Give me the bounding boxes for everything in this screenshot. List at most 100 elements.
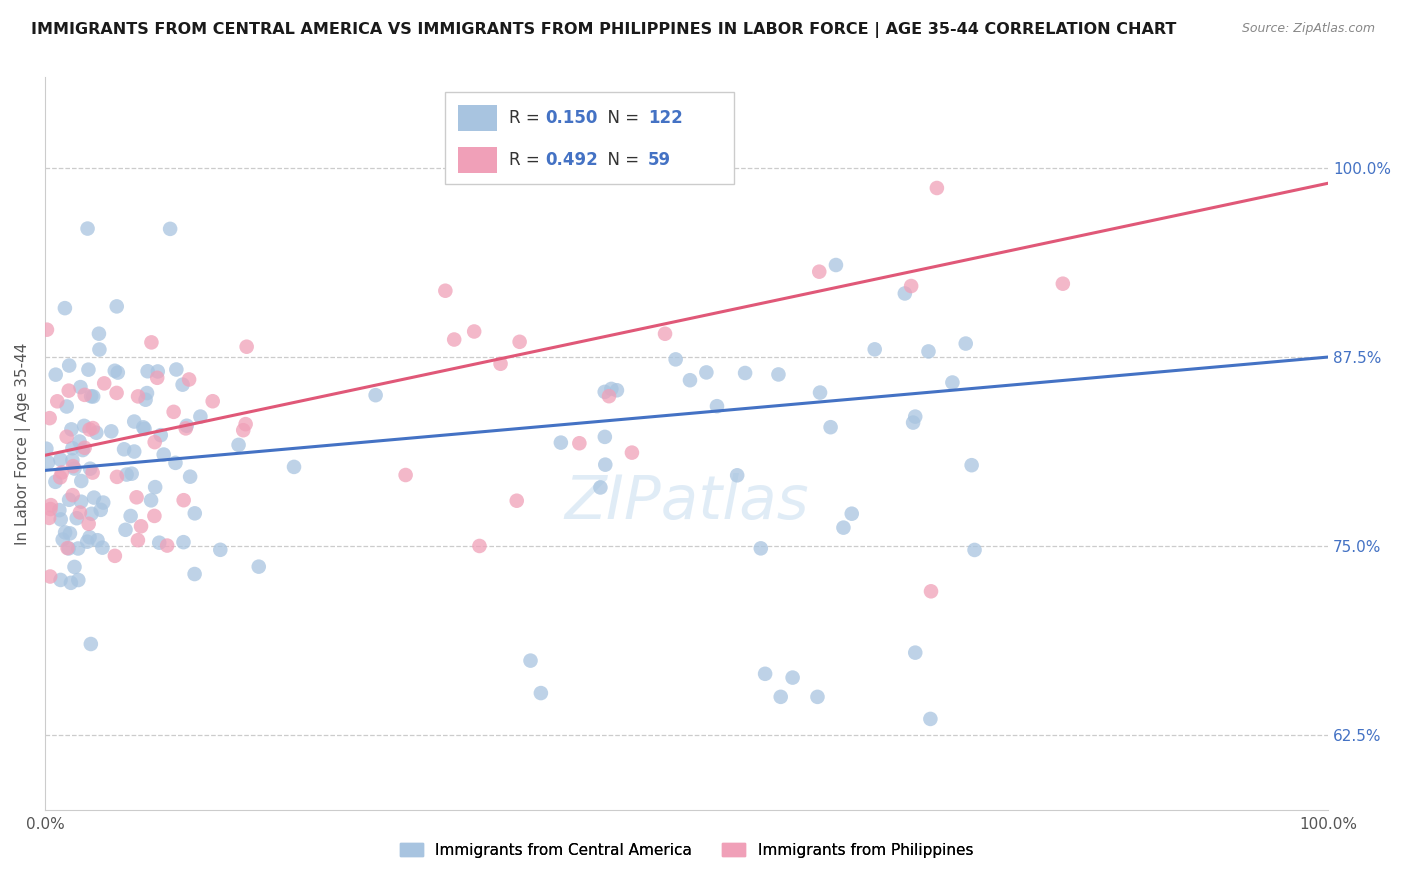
Point: [509, 334, 531, 349]
Point: [60, 422, 83, 436]
Point: [132, 420, 155, 434]
Point: [172, 377, 194, 392]
Point: [76, 534, 98, 549]
Point: [394, 468, 416, 483]
Point: [841, 507, 863, 521]
Point: [82, 421, 104, 435]
Point: [38, 511, 60, 525]
Text: Source: ZipAtlas.com: Source: ZipAtlas.com: [1241, 22, 1375, 36]
Point: [127, 533, 149, 548]
Point: [79, 422, 101, 436]
Point: [235, 340, 257, 354]
Point: [190, 409, 212, 424]
Point: [91, 541, 114, 555]
Point: [58, 492, 80, 507]
Point: [100, 425, 122, 439]
Point: [46, 394, 69, 409]
Point: [73, 388, 96, 402]
Point: [129, 519, 152, 533]
Point: [63, 461, 86, 475]
Point: [904, 646, 927, 660]
Point: [105, 385, 128, 400]
Text: 122: 122: [648, 109, 683, 127]
Point: [49, 573, 72, 587]
Point: [80, 637, 103, 651]
Point: [955, 336, 977, 351]
Point: [79, 530, 101, 544]
Point: [135, 392, 157, 407]
Point: [600, 382, 623, 396]
Point: [806, 690, 828, 704]
Point: [121, 467, 143, 481]
Point: [70, 494, 93, 508]
Point: [235, 417, 257, 431]
Point: [519, 654, 541, 668]
Y-axis label: In Labor Force | Age 35-44: In Labor Force | Age 35-44: [15, 343, 31, 545]
Point: [863, 343, 886, 357]
Point: [550, 435, 572, 450]
Point: [183, 567, 205, 582]
Bar: [458, 146, 496, 173]
Point: [139, 493, 162, 508]
Point: [156, 539, 179, 553]
Point: [925, 181, 948, 195]
Point: [53, 301, 76, 315]
Point: [69, 380, 91, 394]
Point: [58, 384, 80, 398]
Point: [93, 376, 115, 391]
Point: [77, 516, 100, 531]
Point: [72, 443, 94, 458]
Point: [105, 299, 128, 313]
Point: [79, 461, 101, 475]
Bar: [458, 104, 496, 131]
Point: [63, 560, 86, 574]
Point: [87, 326, 110, 341]
Point: [70, 474, 93, 488]
Point: [489, 357, 512, 371]
Point: [105, 470, 128, 484]
Point: [55, 400, 77, 414]
Point: [832, 521, 855, 535]
Point: [38, 411, 60, 425]
Point: [894, 286, 917, 301]
Point: [39, 498, 62, 512]
Point: [364, 388, 387, 402]
Point: [67, 541, 90, 556]
Point: [1052, 277, 1074, 291]
Point: [143, 508, 166, 523]
Point: [39, 569, 62, 583]
Point: [91, 495, 114, 509]
Point: [35, 323, 58, 337]
Point: [48, 503, 70, 517]
Point: [59, 526, 82, 541]
Point: [941, 376, 963, 390]
Point: [176, 418, 198, 433]
Point: [104, 549, 127, 563]
Point: [159, 222, 181, 236]
Text: N =: N =: [596, 151, 644, 169]
Point: [62, 459, 84, 474]
Point: [76, 221, 98, 235]
Point: [209, 542, 232, 557]
Point: [184, 506, 207, 520]
Point: [122, 415, 145, 429]
Point: [598, 389, 620, 403]
Point: [165, 362, 187, 376]
Point: [45, 368, 67, 382]
Point: [825, 258, 848, 272]
Point: [80, 389, 103, 403]
Point: [86, 533, 108, 548]
Point: [725, 468, 748, 483]
Point: [808, 385, 831, 400]
Point: [593, 458, 616, 472]
Point: [463, 325, 485, 339]
Point: [134, 422, 156, 436]
Point: [179, 469, 201, 483]
Point: [143, 480, 166, 494]
Point: [568, 436, 591, 450]
Point: [58, 359, 80, 373]
Point: [283, 459, 305, 474]
Point: [695, 366, 717, 380]
Point: [620, 445, 643, 459]
Point: [901, 416, 924, 430]
